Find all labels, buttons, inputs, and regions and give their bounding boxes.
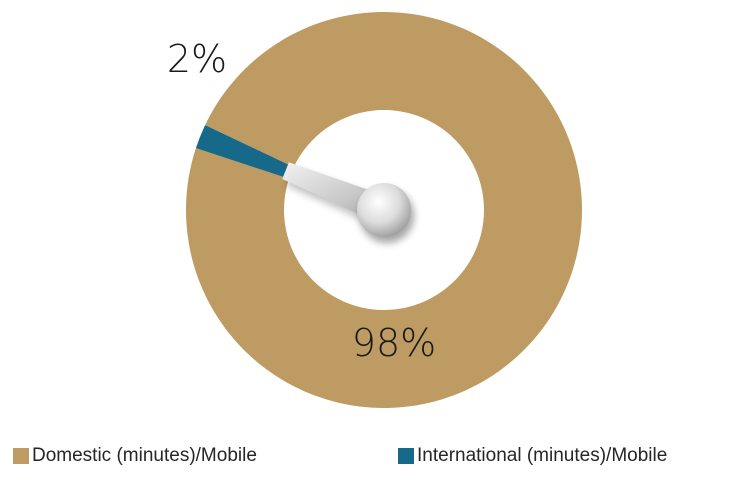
legend-label-domestic: Domestic (minutes)/Mobile (32, 445, 257, 466)
pointer-knob (357, 183, 411, 237)
legend-item-domestic: Domestic (minutes)/Mobile (13, 445, 257, 467)
legend-swatch-international (398, 448, 414, 464)
donut-chart: 98% 2% (167, 12, 583, 409)
legend-item-international: International (minutes)/Mobile (398, 445, 667, 467)
slice-domestic (185, 12, 583, 409)
data-label-domestic: 98% (352, 321, 436, 365)
data-label-international: 2% (167, 37, 227, 81)
legend-swatch-domestic (13, 448, 29, 464)
slice-international (195, 125, 294, 179)
legend-label-international: International (minutes)/Mobile (417, 445, 668, 466)
chart-legend: Domestic (minutes)/Mobile International … (0, 445, 755, 485)
